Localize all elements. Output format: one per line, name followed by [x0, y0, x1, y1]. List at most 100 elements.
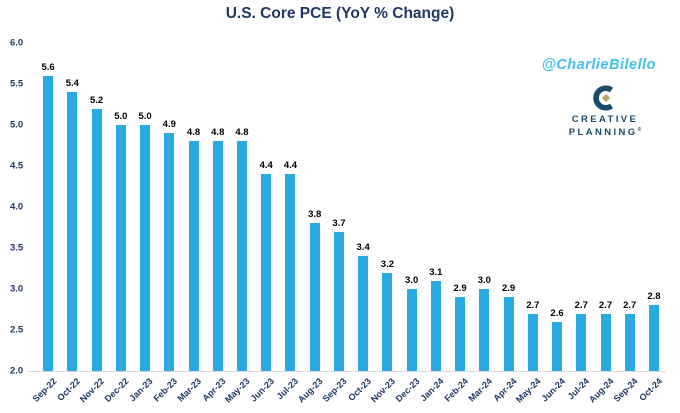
- bar-column: 2.9 Apr-24: [491, 43, 520, 403]
- x-axis-tick-label: May-23: [223, 376, 252, 405]
- bar-value-label: 2.7: [526, 299, 540, 311]
- bar-value-label: 4.8: [235, 127, 249, 139]
- bar-value-label: 2.9: [501, 283, 516, 295]
- bar: [333, 231, 344, 371]
- bar-column: 3.8 Aug-23: [296, 43, 327, 404]
- bar-column: 5.0 Jan-23: [128, 43, 157, 403]
- bar: [261, 174, 272, 371]
- bar: [576, 313, 587, 371]
- bar: [115, 125, 126, 371]
- x-axis-tick-label: Sep-24: [611, 376, 640, 404]
- registered-trademark-symbol: ®: [637, 127, 642, 133]
- y-axis-tick-label: 4.0: [10, 201, 24, 213]
- x-axis-line: [28, 371, 666, 372]
- bar-value-label: 4.9: [162, 119, 176, 131]
- y-axis-tick-label: 2.0: [10, 365, 24, 377]
- bar-column: 5.2 Nov-22: [78, 43, 108, 405]
- x-axis-tick-label: Oct-22: [55, 376, 83, 403]
- x-axis-tick-label: Oct-23: [346, 376, 374, 403]
- y-axis-tick-label: 2.5: [10, 324, 24, 336]
- bar-value-label: 2.7: [598, 299, 613, 311]
- bar-value-label: 3.1: [429, 266, 443, 278]
- y-axis: 6.0 5.5 5.0 4.5 4.0 3.5 3.0 2.5 2.0: [10, 38, 34, 377]
- bar: [91, 108, 102, 371]
- bar: [188, 141, 199, 371]
- x-axis-tick-label: Jun-24: [539, 376, 568, 404]
- bar-value-label: 3.0: [405, 275, 419, 286]
- bar-value-label: 4.4: [259, 160, 273, 172]
- y-axis-tick-label: 5.0: [10, 119, 24, 131]
- bar: [309, 223, 320, 371]
- x-axis-tick-label: May-24: [514, 376, 543, 405]
- logo-text-planning: PLANNING®: [568, 127, 642, 139]
- x-axis-tick-label: Mar-24: [466, 376, 495, 404]
- bar-value-label: 4.8: [211, 127, 225, 139]
- x-axis-tick-label: Jan-24: [418, 376, 446, 404]
- bar-column: 4.4 Jun-23: [249, 43, 278, 403]
- bar-value-label: 2.7: [623, 299, 637, 311]
- bar-column: 3.4 Oct-23: [346, 43, 375, 403]
- bar-value-label: 4.4: [283, 160, 298, 172]
- bar: [624, 313, 635, 371]
- bar: [430, 280, 441, 371]
- bar-value-label: 2.7: [574, 299, 588, 311]
- bar-column: 5.0 Dec-22: [103, 43, 133, 404]
- bar-column: 3.7 Sep-23: [321, 43, 351, 404]
- bar-column: 2.9 Feb-24: [442, 43, 472, 403]
- bar: [43, 75, 54, 371]
- bar-column: 4.8 Mar-23: [176, 43, 205, 403]
- x-axis-tick-label: Nov-22: [78, 376, 107, 405]
- bar: [236, 141, 247, 371]
- bar: [527, 313, 538, 371]
- logo-text-creative: CREATIVE: [571, 114, 639, 125]
- watermark-handle: @CharlieBilello: [541, 57, 656, 73]
- x-axis-tick-label: Aug-24: [586, 376, 616, 405]
- bar: [406, 289, 417, 371]
- bar-value-label: 5.0: [138, 111, 152, 122]
- bar-value-label: 5.6: [41, 61, 55, 73]
- bar: [648, 305, 659, 371]
- bar-column: 3.1 Jan-24: [419, 43, 448, 403]
- bar: [552, 321, 563, 371]
- bar-value-label: 5.4: [65, 78, 79, 90]
- bar-column: 4.8 May-23: [223, 43, 254, 404]
- x-axis-tick-label: Sep-22: [30, 376, 59, 404]
- bar-value-label: 5.0: [114, 111, 128, 122]
- bar: [164, 133, 175, 371]
- x-axis-tick-label: Aug-23: [296, 376, 325, 405]
- bar-column: 5.4 Oct-22: [55, 43, 84, 403]
- bar: [140, 125, 151, 371]
- bar-column: 2.7 Aug-24: [587, 43, 617, 405]
- x-axis-tick-label: Sep-23: [320, 376, 349, 404]
- bar: [600, 313, 611, 371]
- bar-value-label: 3.4: [356, 242, 370, 254]
- bar: [479, 289, 490, 371]
- bar-column: 4.9 Feb-23: [152, 43, 181, 403]
- bar-column: 2.7 Jul-24: [566, 43, 593, 402]
- bar-column: 2.8 Oct-24: [637, 43, 666, 402]
- bar-value-label: 3.8: [308, 209, 322, 221]
- bar: [212, 141, 223, 371]
- plot-area: 5.6 Sep-22 5.4 Oct-22 5.2 Nov-22 5.0 Dec-22 5.0 J…: [28, 43, 666, 405]
- bar-value-label: 2.6: [550, 307, 564, 319]
- bar-value-label: 3.2: [380, 258, 394, 270]
- bar-value-label: 3.7: [332, 217, 346, 229]
- bar-column: 3.0 Mar-24: [467, 43, 496, 404]
- x-axis-tick-label: Dec-22: [102, 376, 131, 404]
- bar-value-label: 3.0: [477, 275, 491, 286]
- y-axis-tick-label: 4.5: [10, 160, 24, 172]
- x-axis-tick-label: Mar-23: [175, 376, 204, 404]
- x-axis-tick-label: Nov-23: [369, 376, 398, 405]
- x-axis-tick-label: Jun-23: [248, 376, 277, 404]
- bar-column: 3.2 Nov-23: [369, 43, 399, 405]
- bar-column: 4.4 Jul-23: [275, 43, 302, 401]
- chart-title: U.S. Core PCE (YoY % Change): [225, 5, 455, 22]
- bar-value-label: 5.2: [89, 94, 104, 106]
- y-axis-tick-label: 5.5: [10, 78, 24, 90]
- bar: [67, 92, 78, 371]
- bar: [455, 297, 466, 371]
- x-axis-tick-label: Apr-24: [491, 376, 519, 404]
- bar-value-label: 2.9: [453, 283, 467, 295]
- bar-column: 2.7 May-24: [514, 43, 545, 405]
